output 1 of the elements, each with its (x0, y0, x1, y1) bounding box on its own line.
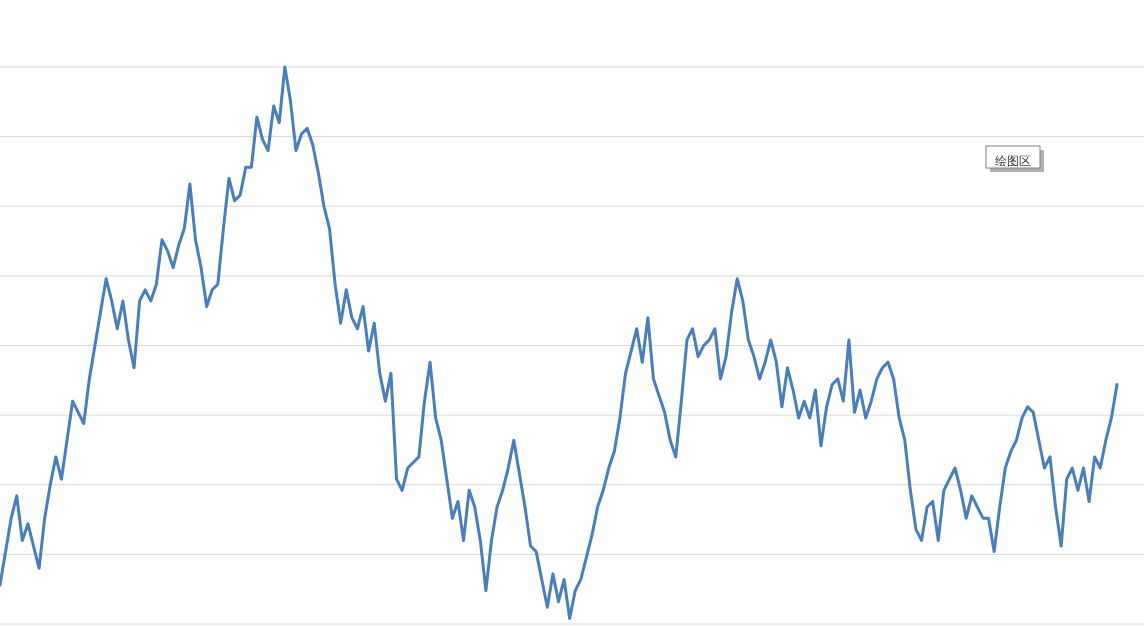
annotation: 绘图区 (995, 153, 1031, 168)
